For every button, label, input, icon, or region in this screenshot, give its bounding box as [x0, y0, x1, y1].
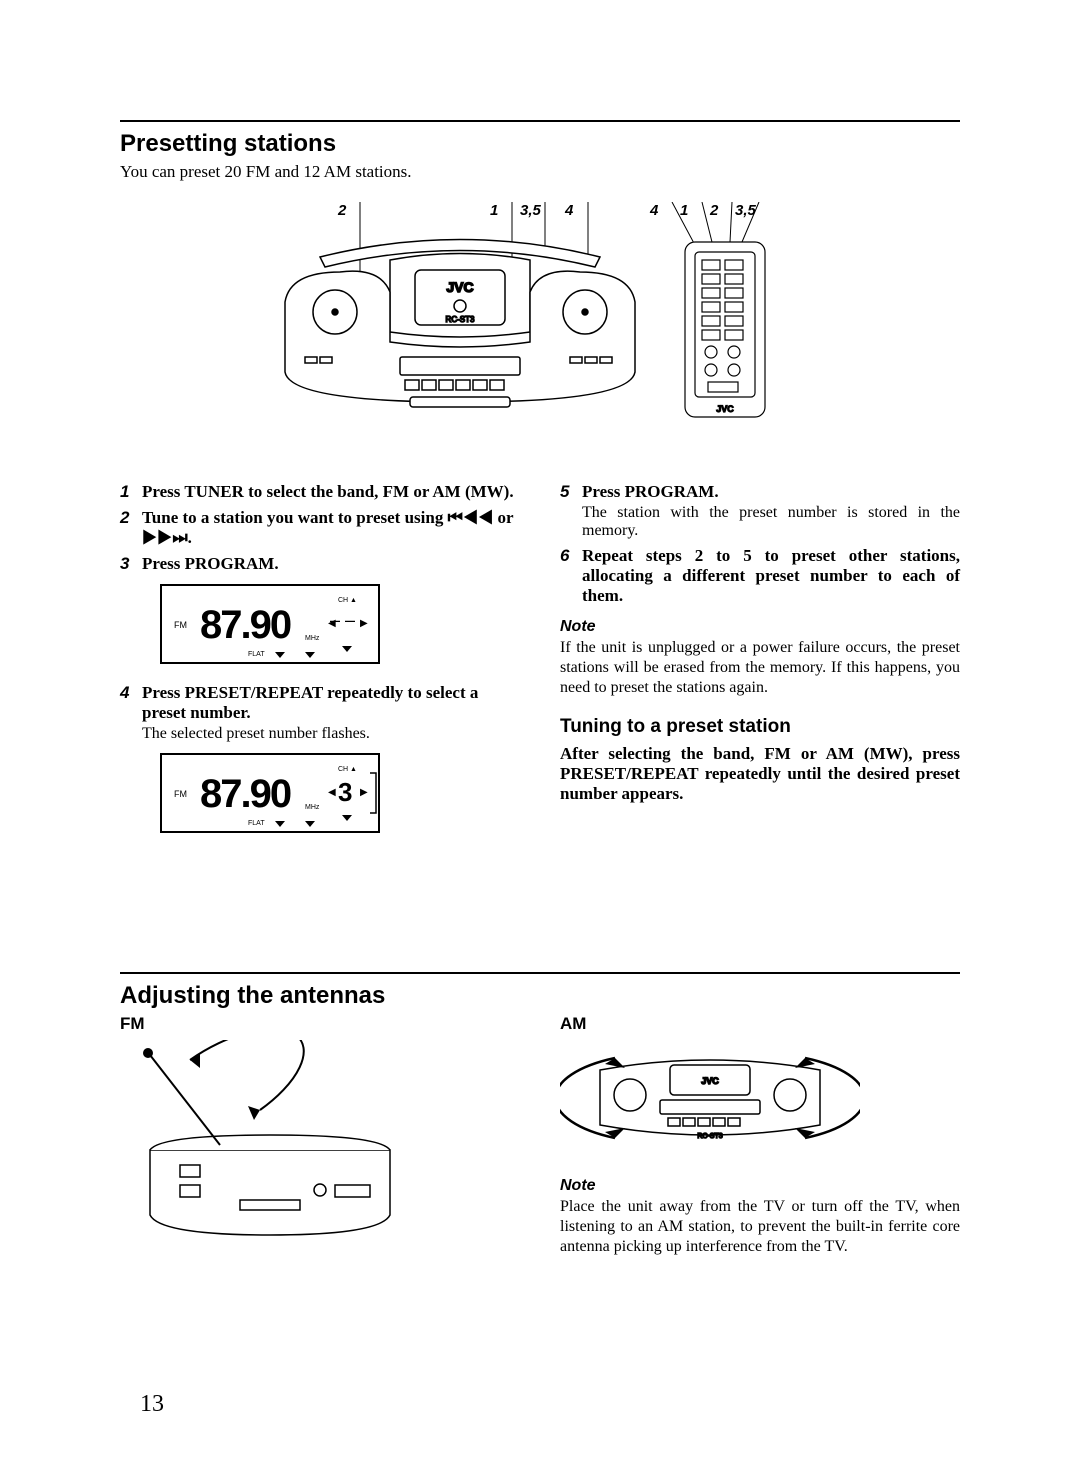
note-body: If the unit is unplugged or a power fail… [560, 638, 960, 698]
svg-text:JVC: JVC [716, 404, 734, 414]
step-5: 5 Press PROGRAM. The station with the pr… [560, 482, 960, 540]
boombox-illustration: JVC RC-ST3 [260, 202, 820, 432]
svg-text:◀: ◀ [328, 787, 336, 798]
callout-left-1: 1 [490, 202, 498, 219]
step-1: 1 Press TUNER to select the band, FM or … [120, 482, 520, 502]
callout-left-2: 3,5 [520, 202, 541, 219]
svg-text:JVC: JVC [701, 1076, 719, 1086]
step-text: Press PROGRAM. [582, 482, 960, 502]
fm-antenna-col: FM [120, 1014, 520, 1257]
note-heading: Note [560, 1177, 960, 1195]
intro-text: You can preset 20 FM and 12 AM stations. [120, 162, 960, 182]
tuning-heading: Tuning to a preset station [560, 716, 960, 738]
lcd-display-1: FM 87.90 MHz FLAT CH ▲ – – ◀ ▶ [160, 584, 380, 669]
callout-right-0: 4 [650, 202, 658, 219]
section-heading-presetting: Presetting stations [120, 130, 960, 158]
step-text: Repeat steps 2 to 5 to preset other stat… [582, 546, 960, 606]
step-4: 4 Press PRESET/REPEAT repeatedly to sele… [120, 683, 520, 743]
svg-text:RC-ST3: RC-ST3 [446, 315, 475, 324]
lcd-band: FM [174, 620, 187, 630]
svg-text:▶: ▶ [360, 787, 368, 798]
note-heading: Note [560, 618, 960, 636]
step-text: Tune to a station you want to preset usi… [142, 508, 520, 548]
step-text: Press PROGRAM. [142, 554, 520, 574]
fm-label: FM [120, 1014, 520, 1034]
device-diagram: 2 1 3,5 4 4 1 2 3,5 JVC RC- [120, 202, 960, 462]
svg-text:87.90: 87.90 [200, 772, 291, 816]
svg-text:FLAT: FLAT [248, 820, 265, 827]
step-text: Press PRESET/REPEAT repeatedly to select… [142, 683, 520, 723]
svg-text:FM: FM [174, 789, 187, 799]
lcd-freq: 87.90 [200, 603, 291, 647]
tuning-body: After selecting the band, FM or AM (MW),… [560, 744, 960, 804]
section-antennas: Adjusting the antennas FM [120, 972, 960, 1257]
step-num: 1 [120, 482, 136, 502]
step-6: 6 Repeat steps 2 to 5 to preset other st… [560, 546, 960, 606]
step-num: 4 [120, 683, 136, 743]
step-num: 3 [120, 554, 136, 574]
section-heading-antennas: Adjusting the antennas [120, 982, 960, 1010]
steps-columns: 1 Press TUNER to select the band, FM or … [120, 482, 960, 852]
step-3: 3 Press PROGRAM. [120, 554, 520, 574]
step-note: The station with the preset number is st… [582, 504, 960, 540]
svg-text:RC-ST3: RC-ST3 [697, 1133, 722, 1140]
svg-text:MHz: MHz [305, 804, 320, 811]
lcd-display-2: FM 87.90 MHz FLAT CH ▲ 3 ◀ ▶ [160, 753, 380, 838]
step-num: 6 [560, 546, 576, 606]
step-note: The selected preset number flashes. [142, 725, 520, 743]
svg-text:▶: ▶ [360, 618, 368, 629]
right-column: 5 Press PROGRAM. The station with the pr… [560, 482, 960, 852]
fm-antenna-illustration [120, 1040, 420, 1240]
step-text: Press TUNER to select the band, FM or AM… [142, 482, 520, 502]
section-rule [120, 972, 960, 974]
step-num: 5 [560, 482, 576, 540]
callout-right-1: 1 [680, 202, 688, 219]
am-antenna-illustration: RC-ST3 JVC [560, 1040, 860, 1160]
am-antenna-col: AM RC-ST3 J [560, 1014, 960, 1257]
note-body: Place the unit away from the TV or turn … [560, 1197, 960, 1257]
left-column: 1 Press TUNER to select the band, FM or … [120, 482, 520, 852]
svg-text:3: 3 [338, 777, 352, 807]
step-2: 2 Tune to a station you want to preset u… [120, 508, 520, 548]
callout-right-3: 3,5 [735, 202, 756, 219]
svg-text:FLAT: FLAT [248, 651, 265, 658]
svg-text:CH ▲: CH ▲ [338, 766, 357, 773]
am-label: AM [560, 1014, 960, 1034]
section-rule [120, 120, 960, 122]
page-number: 13 [140, 1391, 164, 1418]
step-num: 2 [120, 508, 136, 548]
svg-text:◀: ◀ [328, 618, 336, 629]
svg-text:CH ▲: CH ▲ [338, 597, 357, 604]
svg-text:JVC: JVC [446, 279, 473, 295]
callout-left-3: 4 [565, 202, 573, 219]
svg-text:MHz: MHz [305, 635, 320, 642]
callout-right-2: 2 [710, 202, 718, 219]
callout-left-0: 2 [338, 202, 346, 219]
